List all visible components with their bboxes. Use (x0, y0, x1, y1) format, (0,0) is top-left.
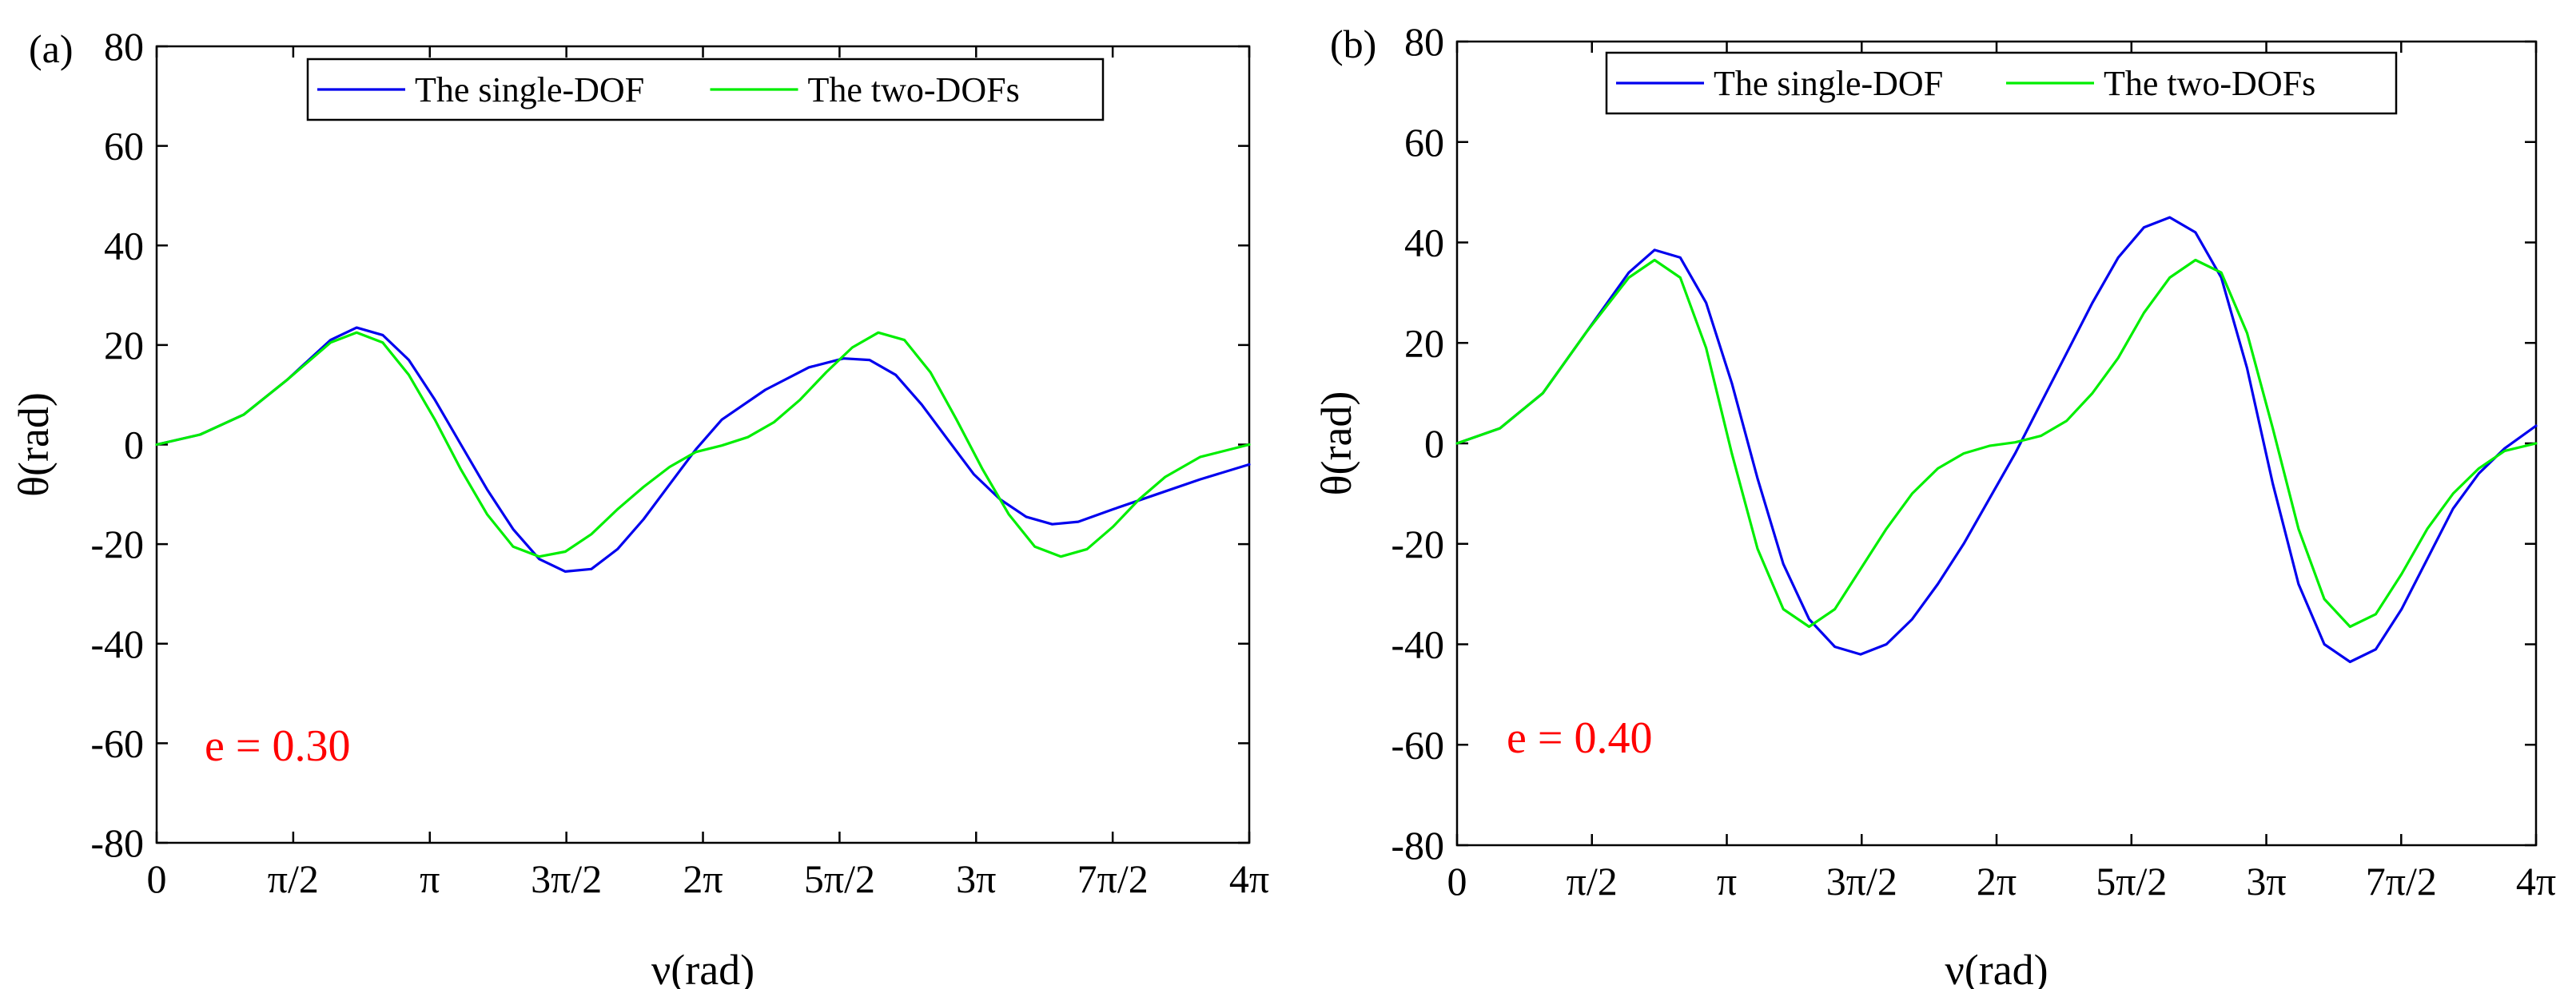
x-tick-label: 2π (1977, 859, 2017, 904)
x-tick-label: 4π (1229, 856, 1269, 901)
y-tick-label: -40 (1391, 622, 1444, 667)
series-line-two-dofs (1455, 258, 2538, 629)
legend-label: The two-DOFs (808, 70, 1020, 109)
y-tick-label: 60 (1404, 120, 1444, 165)
y-tick-label: -40 (90, 622, 144, 666)
x-tick-label: 4π (2516, 859, 2556, 904)
y-tick-label: -80 (90, 820, 144, 865)
y-axis-label: θ(rad) (10, 392, 58, 497)
x-axis-label: ν(rad) (651, 946, 754, 989)
series-line-two-dofs (155, 331, 1251, 558)
x-tick-label: 0 (1447, 859, 1467, 904)
y-tick-label: 0 (124, 423, 144, 467)
y-tick-label: 40 (1404, 220, 1444, 265)
legend-box (306, 58, 1105, 121)
y-axis-label: θ(rad) (1312, 391, 1360, 496)
y-tick-label: 0 (1424, 421, 1444, 466)
x-tick-label: 7π/2 (2366, 859, 2437, 904)
legend-label: The single-DOF (1714, 64, 1943, 103)
y-tick-label: -60 (90, 721, 144, 765)
y-tick-label: -80 (1391, 823, 1444, 868)
x-tick-label: π/2 (1567, 859, 1618, 904)
x-tick-label: 5π/2 (2096, 859, 2167, 904)
legend-label: The single-DOF (415, 70, 644, 109)
x-tick-label: π (420, 856, 440, 901)
y-tick-label: 20 (1404, 320, 1444, 365)
x-tick-label: 3π (956, 856, 996, 901)
series-line-single-dof (155, 326, 1251, 573)
y-tick-label: 80 (104, 24, 144, 69)
y-tick-label: -20 (1391, 522, 1444, 566)
legend: The single-DOF The two-DOFs (1605, 51, 2398, 115)
x-tick-label: 0 (147, 856, 167, 901)
series-line-single-dof (1455, 216, 2538, 664)
chart-panel-a: -80 -60 -40 -20 0 20 40 60 80 0 π/2 π 3π/2 2π 5π/2 3π 7π… (10, 24, 1269, 989)
x-tick-label: π (1717, 859, 1737, 904)
eccentricity-annotation: e = 0.30 (205, 721, 350, 771)
legend: The single-DOF The two-DOFs (306, 58, 1105, 121)
x-axis-label: ν(rad) (1945, 946, 2048, 989)
y-tick-label: -20 (90, 522, 144, 566)
y-tick-label: 40 (104, 223, 144, 268)
y-tick-label: 20 (104, 323, 144, 367)
x-tick-label: π/2 (268, 856, 319, 901)
panel-label: (a) (29, 26, 74, 71)
y-tick-label: -60 (1391, 722, 1444, 767)
x-tick-label: 3π/2 (531, 856, 602, 901)
x-tick-label: 5π/2 (804, 856, 875, 901)
legend-box (1605, 51, 2398, 115)
x-tick-label: 3π/2 (1826, 859, 1897, 904)
eccentricity-annotation: e = 0.40 (1507, 713, 1652, 763)
x-tick-label: 3π (2246, 859, 2286, 904)
chart-panel-b: -80 -60 -40 -20 0 20 40 60 80 0 π/2 π 3π/2 2π 5π/2 3π 7π… (1312, 19, 2556, 989)
panel-label: (b) (1330, 22, 1376, 66)
x-tick-label: 2π (683, 856, 723, 901)
legend-label: The two-DOFs (2104, 64, 2315, 103)
y-tick-label: 80 (1404, 19, 1444, 64)
x-tick-label: 7π/2 (1077, 856, 1149, 901)
y-tick-label: 60 (104, 124, 144, 169)
